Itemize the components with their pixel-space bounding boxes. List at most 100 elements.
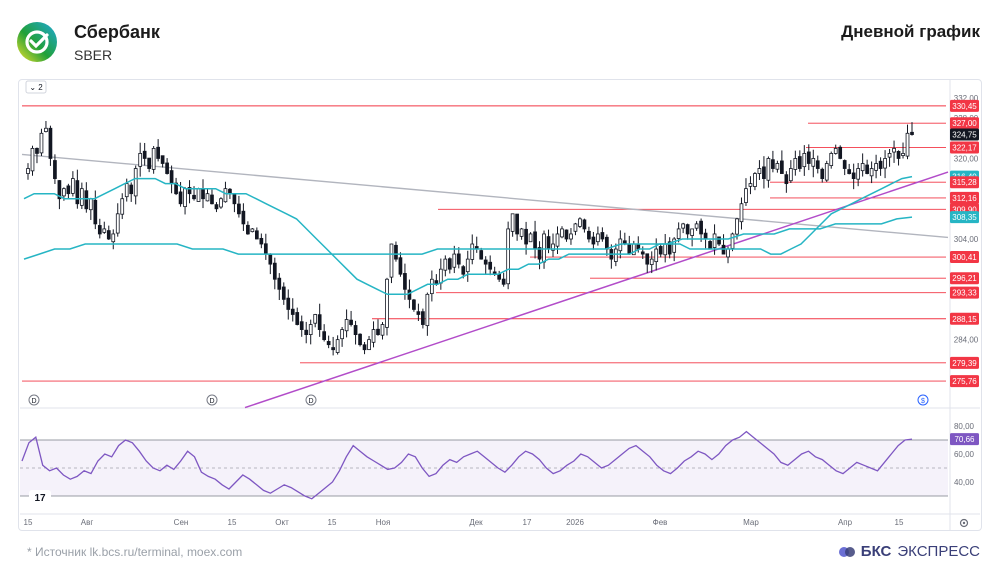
price-label-box	[950, 356, 979, 369]
candle	[465, 250, 470, 282]
candle-body	[39, 132, 44, 154]
candle	[605, 234, 609, 256]
candle-body	[613, 248, 618, 262]
candle	[537, 241, 542, 270]
candle-body	[93, 199, 98, 225]
candle	[811, 149, 816, 178]
candle	[371, 321, 376, 348]
candle	[860, 153, 865, 177]
candle-body	[681, 223, 685, 229]
candle-body	[255, 230, 259, 240]
candle-body	[120, 198, 125, 215]
candle	[317, 303, 322, 337]
data-source-text: Источник lk.bcs.ru/terminal, moex.com	[35, 545, 243, 559]
candle-body	[506, 228, 510, 285]
rsi-tick-label: 40,00	[954, 478, 975, 487]
x-axis-label: 15	[24, 518, 33, 527]
candle-body	[842, 160, 847, 169]
candle-body	[528, 233, 533, 243]
candle	[71, 171, 75, 197]
candle-body	[394, 244, 398, 260]
price-label-text: 296,21	[952, 274, 977, 283]
candle-body	[587, 230, 591, 240]
purple-trendline	[244, 171, 949, 409]
brand-logo: БКС ЭКСПРЕСС	[838, 543, 980, 560]
candle-body	[582, 219, 587, 230]
event-marker-glyph: D	[31, 398, 36, 405]
candle-body	[483, 259, 488, 265]
candle	[649, 251, 654, 274]
candle	[367, 335, 371, 351]
candle	[766, 156, 771, 188]
candle-body	[44, 127, 48, 132]
price-tick-label: 332,00	[954, 94, 979, 103]
x-axis-label: Апр	[838, 518, 853, 527]
legend-toggle[interactable]: ⌄ 2	[25, 80, 47, 94]
candle-body	[160, 155, 165, 164]
candle	[88, 197, 93, 220]
candle	[331, 336, 335, 356]
candle-body	[106, 230, 111, 240]
x-axis-label: 15	[228, 518, 237, 527]
candle-body	[421, 311, 425, 325]
settings-gear-icon[interactable]	[959, 518, 969, 528]
candle-body	[88, 198, 93, 211]
candle	[147, 157, 152, 173]
candle	[600, 227, 605, 242]
candle	[865, 159, 869, 175]
candle-body	[905, 132, 910, 157]
candle	[438, 258, 443, 290]
candle-body	[26, 168, 30, 174]
candle	[210, 189, 214, 205]
candle-body	[290, 308, 295, 315]
candle	[304, 321, 309, 344]
price-label-box	[950, 375, 979, 388]
candle-body	[833, 147, 838, 154]
candle	[569, 228, 573, 245]
candle	[358, 333, 362, 347]
candle-body	[156, 146, 160, 159]
candle	[205, 188, 210, 202]
ticker-symbol: SBER	[74, 47, 113, 63]
candle-body	[753, 173, 757, 187]
candle	[326, 335, 331, 349]
candle-body	[717, 236, 721, 245]
candle	[201, 179, 205, 209]
candle	[299, 315, 304, 337]
candle	[111, 229, 116, 250]
candle	[654, 238, 659, 271]
candle	[165, 158, 169, 175]
candle	[129, 182, 134, 202]
candle-body	[735, 218, 739, 235]
candle-body	[407, 289, 412, 300]
candle-body	[551, 243, 555, 251]
candle	[793, 150, 798, 176]
candle	[79, 182, 84, 210]
price-tick-label: 304,00	[954, 235, 979, 244]
x-axis-label: 15	[328, 518, 337, 527]
candle	[349, 310, 353, 327]
candle	[66, 183, 71, 199]
candle	[627, 235, 632, 255]
candle	[820, 167, 825, 183]
x-axis-label: 2026	[566, 518, 584, 527]
candle-body	[726, 248, 730, 258]
candle	[838, 145, 843, 160]
candle-body	[649, 258, 654, 265]
price-label-box	[950, 251, 979, 264]
candle-body	[71, 178, 75, 194]
candle-body	[699, 220, 703, 235]
candle-body	[201, 188, 205, 200]
candle-body	[210, 194, 214, 205]
price-label-text: 275,76	[952, 377, 977, 386]
candle-body	[313, 314, 318, 324]
candle	[528, 232, 533, 243]
candle	[645, 253, 650, 273]
candle	[829, 151, 834, 169]
candle	[84, 182, 89, 213]
price-label-text: 315,28	[952, 178, 977, 187]
candle	[721, 234, 726, 255]
candle-body	[910, 131, 914, 135]
candle-body	[537, 247, 542, 260]
